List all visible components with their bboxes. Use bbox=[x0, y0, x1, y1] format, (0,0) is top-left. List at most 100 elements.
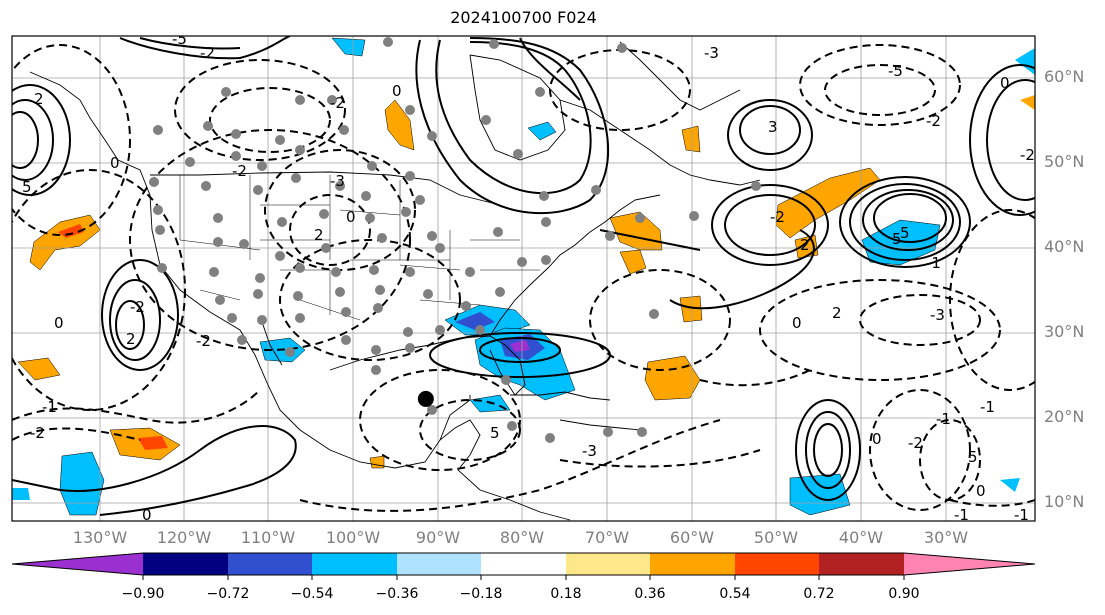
colorbar-tick-label: 0.72 bbox=[803, 586, 835, 602]
lon-label: 130°W bbox=[72, 528, 128, 547]
shading-lightblue-east-atlantic bbox=[1015, 48, 1035, 75]
contour-label: -3 bbox=[582, 442, 597, 460]
lat-label: 40°N bbox=[1044, 237, 1085, 256]
contour-label: -1 bbox=[980, 398, 995, 416]
lon-label: 110°W bbox=[240, 528, 296, 547]
lon-label: 40°W bbox=[838, 528, 884, 547]
contour-label: -2 bbox=[196, 332, 211, 350]
contour-label: -1 bbox=[954, 506, 969, 524]
dashed-contours bbox=[12, 44, 1035, 512]
contour-label: -2 bbox=[330, 94, 345, 112]
shading-orange-mexico-small bbox=[369, 455, 385, 469]
colorbar-tick-label: −0.36 bbox=[375, 586, 419, 602]
contour-label: -2 bbox=[908, 434, 923, 452]
colorbar-segment bbox=[312, 553, 397, 575]
contour-label: -1 bbox=[1014, 506, 1029, 524]
colorbar-segment bbox=[566, 553, 650, 575]
contour-label: 2 bbox=[832, 304, 842, 322]
contour-label: -2 bbox=[232, 162, 247, 180]
lat-label: 10°N bbox=[1044, 492, 1085, 511]
contour-label: -3 bbox=[330, 172, 345, 190]
shading-orange-east-atlantic-north bbox=[1020, 95, 1035, 110]
colorbar-segment bbox=[143, 553, 228, 575]
plot-title: 2024100700 F024 bbox=[450, 8, 597, 27]
lat-label: 20°N bbox=[1044, 407, 1085, 426]
contour-label: 0 bbox=[346, 208, 356, 226]
shading-lightblue-mid-atlantic bbox=[861, 219, 941, 266]
colorbar bbox=[11, 552, 1036, 580]
contour-label: 0 bbox=[976, 482, 986, 500]
shading-orange-labrador bbox=[681, 125, 701, 153]
station-dots bbox=[149, 37, 761, 443]
contour-label: -3 bbox=[930, 306, 945, 324]
contour-label: -1 bbox=[926, 254, 941, 272]
contour-label: -1 bbox=[42, 398, 57, 416]
lon-label: 30°W bbox=[923, 528, 969, 547]
colorbar-tick-label: −0.54 bbox=[290, 586, 334, 602]
lon-label: 100°W bbox=[325, 528, 381, 547]
lon-label: 60°W bbox=[669, 528, 715, 547]
contour-labels: 5 2 0 -5 -2 0 -2 -3 0 2 3 -2 2 -3 5 -5 -… bbox=[22, 30, 1035, 524]
colorbar-segment bbox=[397, 553, 481, 575]
contour-label: -5 bbox=[888, 62, 903, 80]
colorbar-tick-label: 0.54 bbox=[719, 586, 751, 602]
contour-label: 0 bbox=[1000, 74, 1010, 92]
contour-label: 0 bbox=[872, 430, 882, 448]
lon-label: 70°W bbox=[584, 528, 630, 547]
lat-label: 60°N bbox=[1044, 67, 1085, 86]
shading-lightblue-east-pacific-2 bbox=[12, 488, 30, 500]
shading-purple-florida bbox=[510, 340, 530, 352]
contour-label: -1 bbox=[936, 410, 951, 428]
contour-label: -5 bbox=[172, 30, 187, 48]
shading-lightblue-hudson bbox=[527, 121, 557, 141]
contour-label: 2 bbox=[126, 330, 136, 348]
contour-label: 2 bbox=[314, 226, 324, 244]
lon-label: 120°W bbox=[156, 528, 212, 547]
colorbar-segment bbox=[735, 553, 819, 575]
shading-orange-mid-atlantic bbox=[775, 167, 881, 239]
storm-center-marker bbox=[417, 390, 434, 407]
contour-label: 0 bbox=[792, 314, 802, 332]
shading-lightblue-canada-1 bbox=[331, 37, 366, 57]
shading-blue-gulf bbox=[455, 312, 495, 330]
shading-orange-atlantic-canada-2 bbox=[619, 249, 647, 275]
colorbar-segment bbox=[481, 553, 566, 575]
solid-contours bbox=[12, 36, 1035, 516]
map-plot-area: 5 2 0 -5 -2 0 -2 -3 0 2 3 -2 2 -3 5 -5 -… bbox=[12, 30, 1035, 524]
shading-orange-west bbox=[17, 357, 61, 381]
shading-red-pacific-nw bbox=[58, 224, 84, 238]
contour-label: -3 bbox=[704, 44, 719, 62]
lon-label: 80°W bbox=[499, 528, 545, 547]
colorbar-segment bbox=[904, 553, 1035, 575]
contour-label: 2 bbox=[800, 236, 810, 254]
contour-label: 2 bbox=[34, 90, 44, 108]
colorbar-tick-label: 0.36 bbox=[634, 586, 666, 602]
colorbar-segment bbox=[650, 553, 735, 575]
lat-label: 50°N bbox=[1044, 152, 1085, 171]
colorbar-segment bbox=[12, 553, 143, 575]
contour-label: 5 bbox=[968, 448, 978, 466]
contour-label: 5 bbox=[900, 224, 910, 242]
contour-label: 3 bbox=[768, 118, 778, 136]
colorbar-segment bbox=[228, 553, 312, 575]
contour-label: -2 bbox=[200, 44, 215, 62]
contour-label: -2 bbox=[770, 208, 785, 226]
colorbar-segment bbox=[819, 553, 904, 575]
contour-label: 5 bbox=[22, 178, 32, 196]
shading-red-east-pacific bbox=[138, 436, 168, 450]
contour-label: 0 bbox=[54, 314, 64, 332]
colorbar-tick-label: −0.72 bbox=[206, 586, 250, 602]
contour-label: 5 bbox=[892, 230, 902, 248]
lon-label: 50°W bbox=[753, 528, 799, 547]
shading-orange-pacific-nw bbox=[29, 214, 101, 271]
contour-label: -2 bbox=[926, 112, 941, 130]
colorbar-tick-label: −0.90 bbox=[121, 586, 165, 602]
shading-orange-canada bbox=[384, 99, 415, 151]
lon-label: 90°W bbox=[415, 528, 461, 547]
contour-label: 0 bbox=[142, 506, 152, 524]
colorbar-tick-label: −0.18 bbox=[459, 586, 503, 602]
state-borders bbox=[179, 175, 540, 321]
contour-label: -2 bbox=[30, 424, 45, 442]
shading-lightblue-south bbox=[1000, 478, 1020, 492]
